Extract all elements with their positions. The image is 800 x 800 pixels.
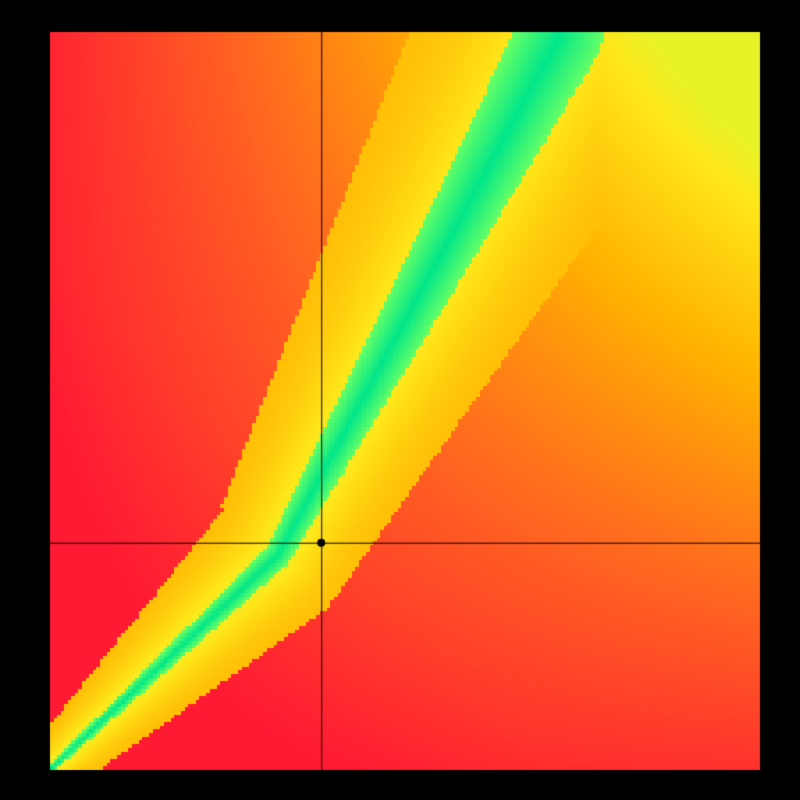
heatmap-canvas — [0, 0, 800, 800]
chart-container: TheBottleneck.com — [0, 0, 800, 800]
